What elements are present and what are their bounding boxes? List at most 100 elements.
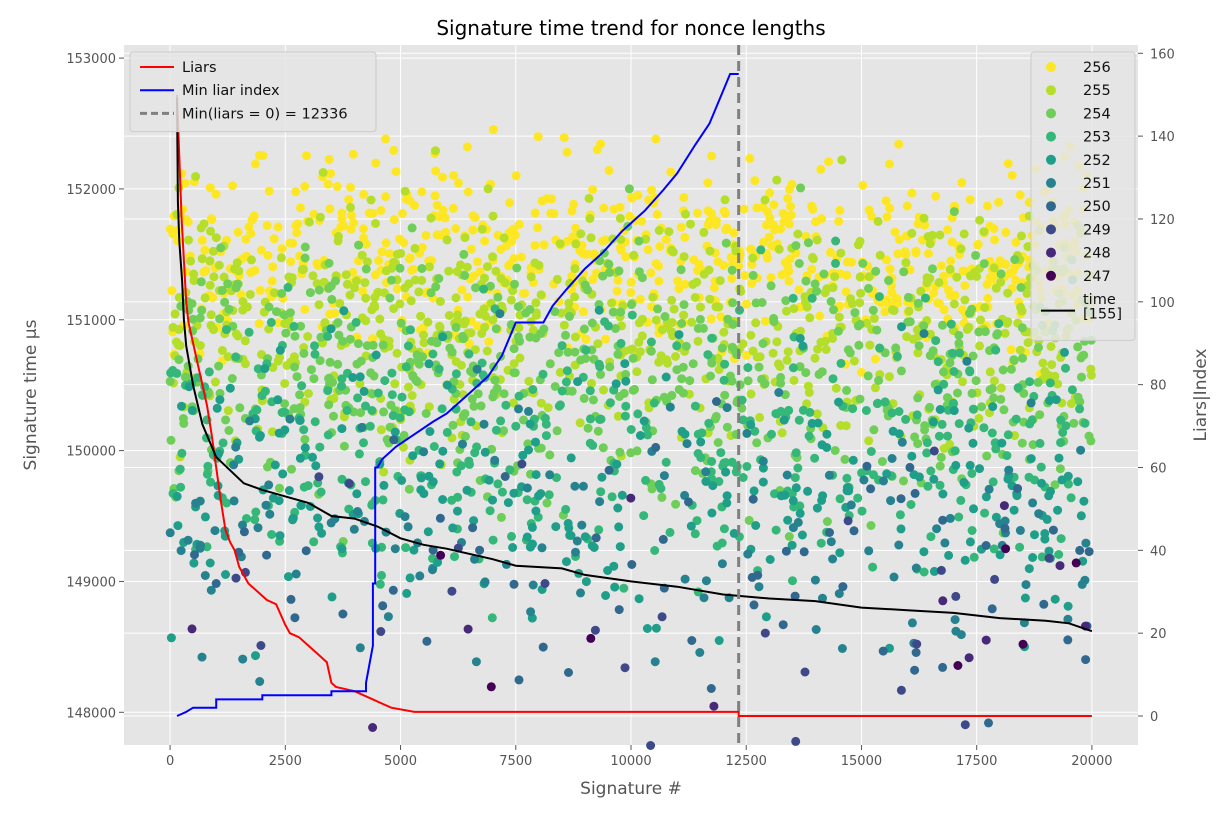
scatter-point-256	[894, 139, 904, 149]
scatter-point-248	[999, 501, 1009, 511]
scatter-point-249	[760, 628, 770, 638]
scatter-point-252	[326, 324, 336, 334]
scatter-point-255	[199, 219, 209, 229]
scatter-point-253	[1013, 383, 1023, 393]
scatter-point-256	[463, 292, 473, 302]
scatter-point-256	[441, 227, 451, 237]
scatter-point-255	[534, 260, 544, 270]
scatter-point-248	[187, 624, 197, 634]
scatter-point-256	[264, 186, 274, 196]
scatter-point-255	[395, 299, 405, 309]
scatter-point-254	[217, 285, 227, 295]
scatter-point-253	[242, 514, 251, 523]
scatter-point-253	[373, 388, 383, 398]
scatter-point-254	[598, 443, 608, 453]
scatter-point-252	[435, 459, 445, 469]
scatter-point-254	[728, 298, 738, 308]
scatter-point-251	[238, 654, 248, 664]
scatter-point-251	[824, 470, 834, 480]
scatter-point-256	[511, 171, 521, 181]
scatter-point-254	[451, 322, 461, 332]
scatter-point-252	[408, 451, 418, 461]
scatter-point-252	[635, 431, 645, 440]
scatter-point-253	[788, 576, 797, 586]
scatter-point-253	[969, 552, 979, 562]
scatter-point-250	[866, 484, 876, 494]
scatter-point-256	[815, 311, 825, 321]
scatter-point-254	[1035, 410, 1045, 420]
scatter-point-254	[711, 411, 721, 421]
scatter-point-255	[506, 295, 516, 305]
scatter-point-253	[895, 510, 905, 520]
scatter-point-253	[507, 531, 516, 541]
scatter-point-252	[424, 359, 434, 369]
scatter-point-251	[383, 612, 393, 622]
scatter-point-255	[713, 353, 723, 363]
scatter-point-255	[714, 302, 724, 312]
scatter-point-253	[310, 349, 320, 359]
scatter-point-255	[477, 329, 487, 338]
y-right-tick-label: 80	[1150, 379, 1167, 394]
y-axis-right-label: Liars|Index	[1191, 349, 1211, 442]
scatter-point-256	[368, 208, 378, 218]
scatter-point-253	[948, 348, 957, 358]
scatter-point-255	[205, 256, 215, 266]
scatter-point-255	[772, 175, 782, 185]
scatter-point-256	[884, 159, 894, 169]
scatter-point-255	[282, 361, 292, 370]
scatter-point-252	[1053, 505, 1063, 515]
scatter-point-253	[965, 367, 975, 377]
scatter-point-254	[621, 369, 631, 379]
scatter-point-251	[355, 643, 365, 653]
scatter-point-255	[693, 336, 703, 346]
scatter-point-252	[522, 532, 532, 542]
scatter-point-252	[423, 527, 433, 537]
scatter-point-253	[1025, 377, 1035, 387]
scatter-point-254	[858, 259, 868, 268]
scatter-point-254	[561, 330, 570, 340]
scatter-point-254	[671, 499, 681, 509]
scatter-point-252	[275, 345, 285, 355]
scatter-point-255	[855, 298, 865, 308]
scatter-point-252	[935, 405, 945, 414]
scatter-point-252	[795, 508, 805, 518]
scatter-point-255	[400, 186, 410, 196]
scatter-point-256	[929, 288, 939, 298]
scatter-point-256	[834, 216, 844, 226]
scatter-point-255	[907, 228, 917, 238]
scatter-point-256	[973, 240, 983, 250]
scatter-point-255	[208, 246, 218, 256]
y-axis-label: Signature time µs	[21, 319, 41, 470]
scatter-point-250	[211, 579, 221, 588]
scatter-point-253	[434, 364, 444, 374]
scatter-point-256	[1001, 227, 1011, 237]
scatter-point-254	[183, 297, 193, 306]
scatter-point-252	[822, 443, 832, 452]
legend-marker	[1046, 108, 1056, 119]
scatter-point-255	[587, 378, 596, 388]
scatter-point-254	[863, 371, 873, 381]
scatter-point-252	[620, 359, 630, 369]
scatter-point-251	[1063, 614, 1073, 624]
scatter-point-254	[188, 314, 198, 324]
scatter-point-255	[515, 353, 525, 363]
scatter-point-251	[229, 460, 239, 470]
scatter-point-251	[206, 585, 216, 595]
scatter-point-256	[742, 350, 751, 360]
scatter-point-255	[755, 412, 765, 422]
scatter-point-256	[516, 252, 526, 262]
scatter-point-253	[267, 530, 277, 539]
scatter-point-255	[488, 315, 498, 325]
scatter-point-255	[174, 292, 184, 302]
scatter-point-255	[462, 262, 472, 272]
scatter-point-252	[783, 515, 793, 525]
scatter-point-252	[1020, 593, 1030, 603]
legend-label: 248	[1083, 246, 1111, 262]
scatter-point-254	[396, 318, 406, 328]
scatter-point-256	[292, 228, 302, 238]
scatter-point-254	[296, 321, 306, 331]
scatter-point-256	[347, 211, 356, 221]
scatter-point-256	[359, 189, 369, 199]
scatter-point-254	[215, 388, 225, 398]
scatter-point-253	[511, 421, 521, 431]
